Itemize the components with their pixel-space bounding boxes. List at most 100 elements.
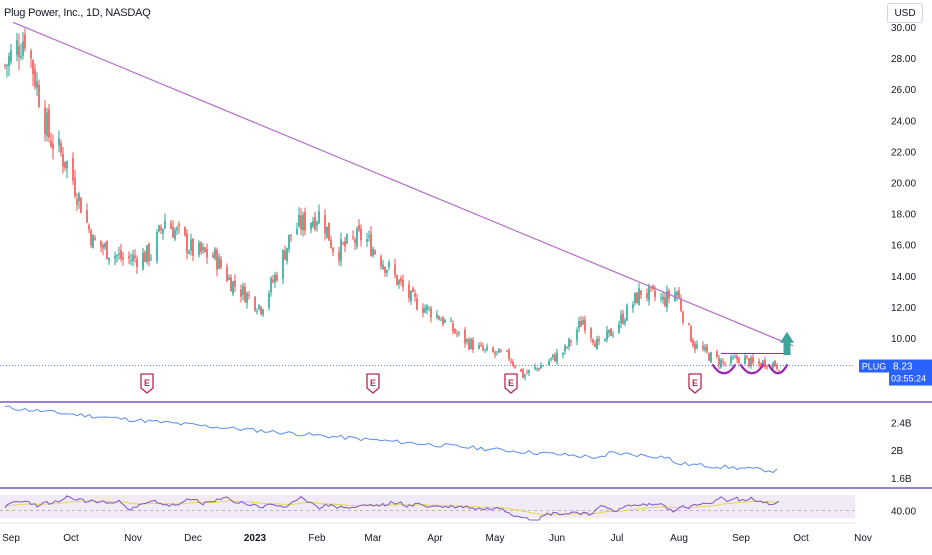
time-tick-label: Aug — [670, 533, 688, 544]
candle-body — [618, 324, 620, 333]
candle-body — [426, 305, 428, 311]
earnings-marker-icon[interactable] — [504, 373, 518, 394]
candle-body — [550, 357, 552, 360]
candle-body — [776, 364, 778, 369]
price-tick-label: 18.00 — [891, 210, 916, 221]
candle-body — [380, 256, 382, 267]
candle-body — [64, 161, 66, 168]
candle-body — [524, 374, 526, 377]
candle-body — [624, 320, 626, 324]
candle-body — [666, 290, 668, 308]
candle-body — [22, 41, 24, 56]
earnings-marker-label: E — [144, 378, 150, 388]
candle-body — [682, 311, 684, 323]
candle-body — [634, 293, 636, 303]
candle-body — [314, 217, 316, 230]
volume-tick-label: 1.6B — [891, 474, 912, 485]
candle-body — [564, 345, 566, 352]
candle-body — [498, 348, 500, 353]
candle-body — [464, 329, 466, 344]
candle-body — [170, 223, 172, 229]
candle-body — [94, 238, 96, 240]
candle-body — [758, 361, 760, 364]
candle-body — [214, 248, 216, 259]
candle-body — [128, 255, 130, 259]
pattern-arc[interactable] — [767, 364, 789, 375]
candle-body — [356, 228, 358, 247]
descending-trendline[interactable] — [12, 21, 794, 347]
candle-body — [612, 334, 614, 336]
candle-body — [218, 256, 220, 269]
volume-tick-label: 2.4B — [891, 418, 912, 429]
candle-body — [102, 244, 104, 249]
candle-body — [300, 215, 302, 230]
candle-body — [118, 253, 120, 255]
candle-body — [296, 228, 298, 235]
candle-body — [310, 222, 312, 230]
candle-body — [186, 233, 188, 253]
candle-body — [506, 350, 508, 352]
candle-body — [268, 293, 270, 308]
candle-body — [566, 346, 568, 348]
candle-body — [440, 319, 442, 321]
price-tick-label: 22.00 — [891, 147, 916, 158]
candle-body — [212, 254, 214, 258]
candle-body — [80, 197, 82, 213]
candle-body — [74, 177, 76, 196]
candle-body — [284, 250, 286, 260]
candle-body — [146, 245, 148, 262]
candle-body — [92, 235, 94, 249]
candle-body — [204, 247, 206, 252]
candle-body — [286, 247, 288, 262]
earnings-marker-icon[interactable] — [366, 373, 380, 394]
candle-body — [10, 50, 12, 62]
time-tick-label: Nov — [124, 533, 142, 544]
candle-body — [584, 319, 586, 331]
earnings-marker-icon[interactable] — [688, 373, 702, 394]
candle-body — [358, 225, 360, 231]
candle-body — [626, 305, 628, 321]
candle-body — [548, 361, 550, 366]
candle-body — [120, 249, 122, 259]
pattern-arc[interactable] — [711, 364, 737, 375]
candle-body — [664, 297, 666, 306]
pattern-arc[interactable] — [739, 364, 765, 375]
candle-body — [494, 352, 496, 355]
candle-body — [258, 304, 260, 309]
currency-button[interactable]: USD — [887, 3, 923, 23]
candle-body — [718, 358, 720, 366]
candle-body — [760, 363, 762, 368]
time-tick-label: 2023 — [244, 533, 267, 544]
candle-body — [4, 65, 6, 67]
rsi-band — [0, 495, 855, 518]
candle-body — [220, 259, 222, 268]
candle-body — [260, 306, 262, 314]
candle-body — [162, 228, 164, 234]
candle-body — [724, 363, 726, 365]
candle-body — [130, 260, 132, 262]
candle-body — [274, 274, 276, 283]
candle-body — [508, 350, 510, 360]
up-arrow-icon[interactable] — [780, 331, 794, 356]
earnings-marker-icon[interactable] — [140, 373, 154, 394]
candle-body — [32, 60, 34, 75]
price-tick-label: 24.00 — [891, 116, 916, 127]
candle-body — [60, 143, 62, 153]
candle-body — [424, 308, 426, 313]
candle-body — [402, 279, 404, 287]
candle-body — [538, 368, 540, 371]
candle-body — [132, 255, 134, 261]
candle-body — [606, 330, 608, 340]
candle-body — [468, 339, 470, 350]
candle-body — [318, 211, 320, 224]
candle-body — [750, 357, 752, 366]
candle-body — [156, 231, 158, 261]
candle-body — [290, 234, 292, 236]
candle-body — [408, 284, 410, 299]
candle-body — [416, 298, 418, 310]
candle-body — [302, 214, 304, 231]
candle-body — [484, 349, 486, 351]
time-tick-label: Dec — [184, 533, 202, 544]
